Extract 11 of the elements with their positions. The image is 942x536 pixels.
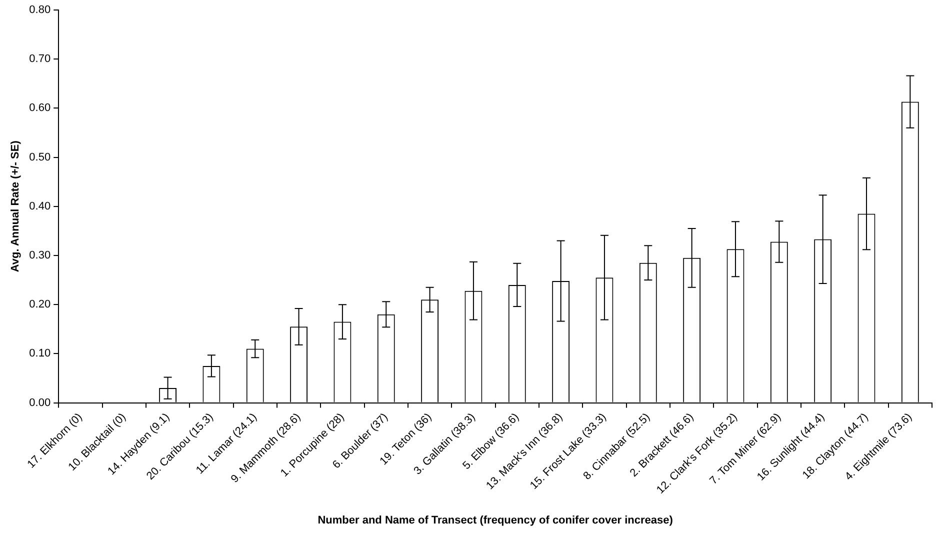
y-tick-label: 0.50 [29, 151, 51, 164]
y-tick-label: 0.30 [29, 250, 51, 262]
y-tick-label: 0.80 [29, 4, 51, 16]
y-tick-label: 0.60 [29, 102, 51, 114]
y-tick-label: 0.20 [29, 298, 51, 311]
y-tick-label: 0.00 [29, 396, 51, 409]
y-axis-title: Avg. Annual Rate (+/- SE) [10, 140, 22, 272]
x-axis-title: Number and Name of Transect (frequency of conifer cover increase) [318, 514, 674, 526]
y-tick-label: 0.70 [29, 53, 51, 66]
y-tick-label: 0.10 [29, 348, 51, 360]
y-tick-label: 0.40 [29, 200, 51, 212]
